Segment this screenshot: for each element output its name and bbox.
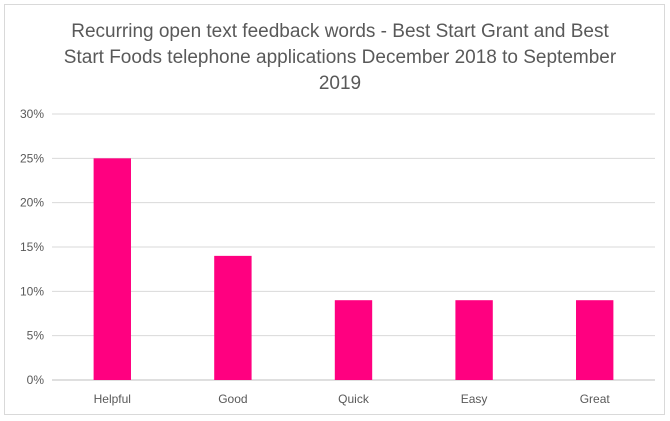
x-tick-label: Quick bbox=[338, 392, 370, 406]
y-tick-label: 0% bbox=[27, 373, 45, 387]
bar-quick bbox=[334, 300, 373, 380]
x-tick-label: Good bbox=[218, 392, 247, 406]
bar-good bbox=[214, 255, 252, 380]
y-tick-label: 10% bbox=[20, 284, 44, 298]
y-tick-label: 25% bbox=[20, 151, 44, 165]
bar-chart-plot: 0% 5% 10% 15% 20% 25% 30% Helpful Good Quick Easy G… bbox=[20, 107, 655, 406]
bar-great bbox=[576, 300, 614, 380]
x-tick-label: Great bbox=[580, 392, 611, 406]
chart-frame: Recurring open text feedback words - Bes… bbox=[4, 4, 665, 415]
y-tick-label: 5% bbox=[27, 329, 45, 343]
x-tick-label: Easy bbox=[461, 392, 488, 406]
y-tick-label: 15% bbox=[20, 240, 44, 254]
chart-title: Recurring open text feedback words - Bes… bbox=[63, 21, 617, 94]
y-tick-label: 30% bbox=[20, 107, 44, 121]
bar-easy bbox=[455, 300, 493, 380]
y-tick-label: 20% bbox=[20, 196, 44, 210]
x-tick-label: Helpful bbox=[94, 392, 131, 406]
bar-helpful bbox=[93, 158, 131, 380]
